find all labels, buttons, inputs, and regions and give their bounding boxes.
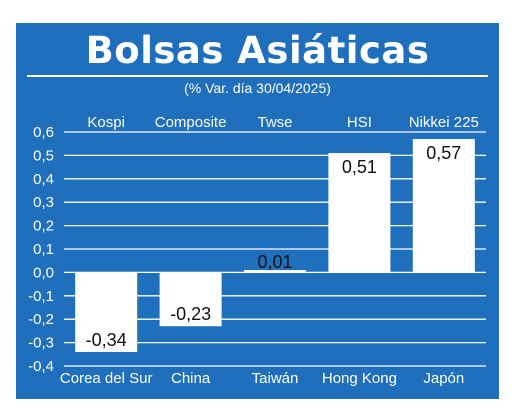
data-label: -0,34 bbox=[86, 330, 127, 350]
data-label: 0,01 bbox=[257, 252, 292, 272]
y-tick-label: 0,4 bbox=[33, 171, 54, 188]
y-tick-label: -0,3 bbox=[28, 335, 54, 352]
bar bbox=[244, 270, 306, 273]
bar bbox=[328, 153, 391, 273]
index-label: Kospi bbox=[87, 114, 125, 131]
y-tick-label: 0,5 bbox=[33, 147, 54, 164]
y-tick-label: 0,0 bbox=[33, 264, 54, 281]
y-tick-label: -0,1 bbox=[28, 288, 54, 305]
bar bbox=[412, 139, 475, 273]
x-tick-label: Taiwán bbox=[252, 370, 299, 387]
y-tick-label: 0,6 bbox=[33, 124, 54, 141]
bar bbox=[159, 272, 222, 327]
data-label: -0,23 bbox=[170, 304, 211, 324]
bar bbox=[75, 272, 138, 352]
x-tick-label: Hong Kong bbox=[322, 370, 397, 387]
x-tick-label: China bbox=[171, 370, 211, 387]
chart-subtitle: (% Var. día 30/04/2025) bbox=[184, 80, 331, 96]
y-tick-label: 0,1 bbox=[33, 241, 54, 258]
index-label: Twse bbox=[257, 114, 292, 131]
title-divider bbox=[27, 75, 488, 77]
y-tick-label: -0,2 bbox=[28, 311, 54, 328]
index-label: Composite bbox=[155, 114, 227, 131]
data-label: 0,51 bbox=[342, 157, 377, 177]
index-label: HSI bbox=[347, 114, 372, 131]
chart-title: Bolsas Asiáticas bbox=[85, 29, 430, 72]
y-tick-label: 0,3 bbox=[33, 194, 54, 211]
y-tick-label: 0,2 bbox=[33, 218, 54, 235]
x-tick-label: Corea del Sur bbox=[60, 370, 153, 387]
index-label: Nikkei 225 bbox=[409, 114, 479, 131]
y-tick-label: -0,4 bbox=[28, 358, 54, 375]
data-label: 0,57 bbox=[426, 143, 461, 163]
x-tick-label: Japón bbox=[423, 370, 464, 387]
